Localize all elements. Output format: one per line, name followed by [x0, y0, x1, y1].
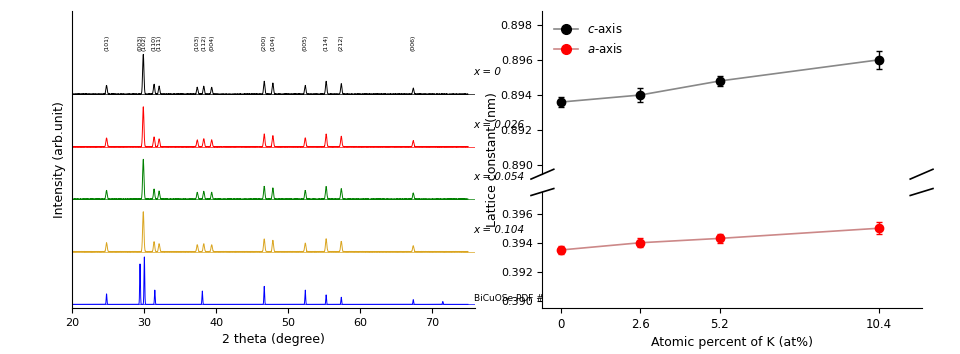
- X-axis label: 2 theta (degree): 2 theta (degree): [222, 333, 325, 346]
- Text: (103): (103): [195, 34, 200, 51]
- Text: Lattice constant (nm): Lattice constant (nm): [486, 92, 499, 227]
- Text: (112): (112): [202, 34, 206, 51]
- Text: (104): (104): [271, 34, 276, 51]
- X-axis label: Atomic percent of K (at%): Atomic percent of K (at%): [651, 336, 813, 349]
- Text: (111): (111): [156, 34, 161, 51]
- Text: x = 0.104: x = 0.104: [473, 225, 525, 235]
- Legend: $c$-axis, $a$-axis: $c$-axis, $a$-axis: [548, 17, 630, 62]
- Text: (110): (110): [152, 34, 156, 51]
- Text: (003): (003): [137, 34, 142, 51]
- Text: x = 0: x = 0: [473, 67, 502, 78]
- Y-axis label: Intensity (arb.unit): Intensity (arb.unit): [54, 101, 66, 218]
- Text: (114): (114): [324, 34, 328, 51]
- Text: (005): (005): [302, 34, 308, 51]
- Text: x = 0.054: x = 0.054: [473, 172, 525, 182]
- Text: BiCuOSe PDF #45-0296: BiCuOSe PDF #45-0296: [473, 294, 581, 303]
- Text: (006): (006): [411, 34, 416, 51]
- Text: (102): (102): [142, 34, 147, 51]
- Text: (101): (101): [104, 34, 109, 51]
- Text: x = 0.026: x = 0.026: [473, 120, 525, 130]
- Text: (200): (200): [262, 34, 267, 51]
- Text: (004): (004): [209, 34, 214, 51]
- Text: (212): (212): [339, 34, 344, 51]
